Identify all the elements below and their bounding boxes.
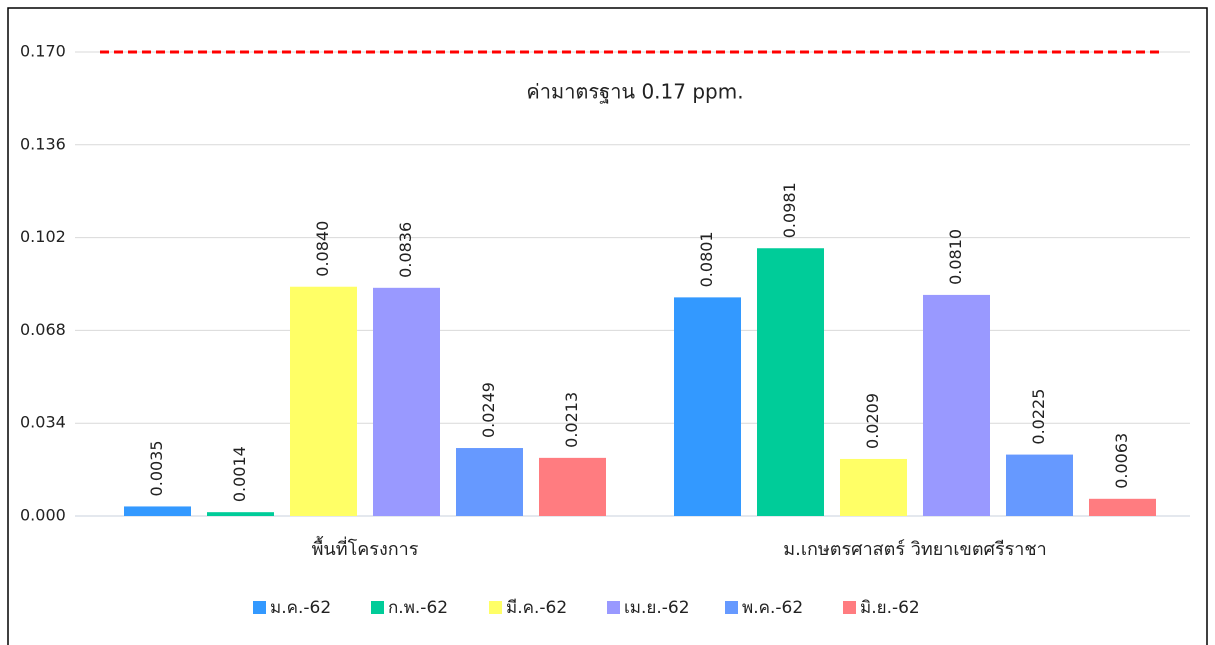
reference-label: ค่ามาตรฐาน 0.17 ppm. [526, 80, 743, 104]
bar [124, 506, 191, 516]
legend-swatch [843, 601, 856, 614]
legend-label: ม.ค.-62 [270, 598, 331, 618]
bar [373, 287, 440, 516]
bar [207, 512, 274, 516]
data-label: 0.0249 [479, 382, 498, 438]
data-label: 0.0014 [230, 446, 249, 502]
y-tick-label: 0.170 [20, 42, 66, 61]
data-label: 0.0209 [863, 393, 882, 449]
bar [290, 286, 357, 516]
x-tick-label: ม.เกษตรศาสตร์ วิทยาเขตศรีราชา [783, 539, 1046, 560]
bar [456, 448, 523, 516]
data-label: 0.0035 [147, 440, 166, 496]
data-label: 0.0981 [780, 182, 799, 238]
y-tick-label: 0.068 [20, 320, 66, 339]
bar [1006, 454, 1073, 516]
bar [757, 248, 824, 517]
legend-label: พ.ค.-62 [742, 598, 803, 618]
legend-swatch [489, 601, 502, 614]
legend-label: เม.ย.-62 [624, 598, 690, 618]
bar [923, 294, 990, 516]
y-tick-label: 0.000 [20, 506, 66, 525]
bar [840, 458, 907, 516]
legend-swatch [607, 601, 620, 614]
legend-label: มี.ค.-62 [506, 598, 567, 618]
data-label: 0.0801 [697, 231, 716, 287]
data-label: 0.0225 [1029, 389, 1048, 445]
data-label: 0.0810 [946, 229, 965, 285]
legend-swatch [371, 601, 384, 614]
legend-swatch [253, 601, 266, 614]
legend-label: มิ.ย.-62 [860, 598, 920, 618]
data-label: 0.0840 [313, 221, 332, 277]
y-tick-label: 0.034 [20, 413, 66, 432]
data-label: 0.0836 [396, 222, 415, 278]
legend-swatch [725, 601, 738, 614]
frame [7, 7, 1208, 645]
data-label: 0.0063 [1112, 433, 1131, 489]
x-tick-label: พื้นที่โครงการ [312, 536, 419, 560]
bar [1089, 498, 1156, 516]
bar [674, 297, 741, 516]
y-tick-label: 0.136 [20, 134, 66, 153]
bar [539, 457, 606, 516]
legend-label: ก.พ.-62 [388, 598, 448, 618]
data-label: 0.0213 [562, 392, 581, 448]
y-tick-label: 0.102 [20, 227, 66, 246]
